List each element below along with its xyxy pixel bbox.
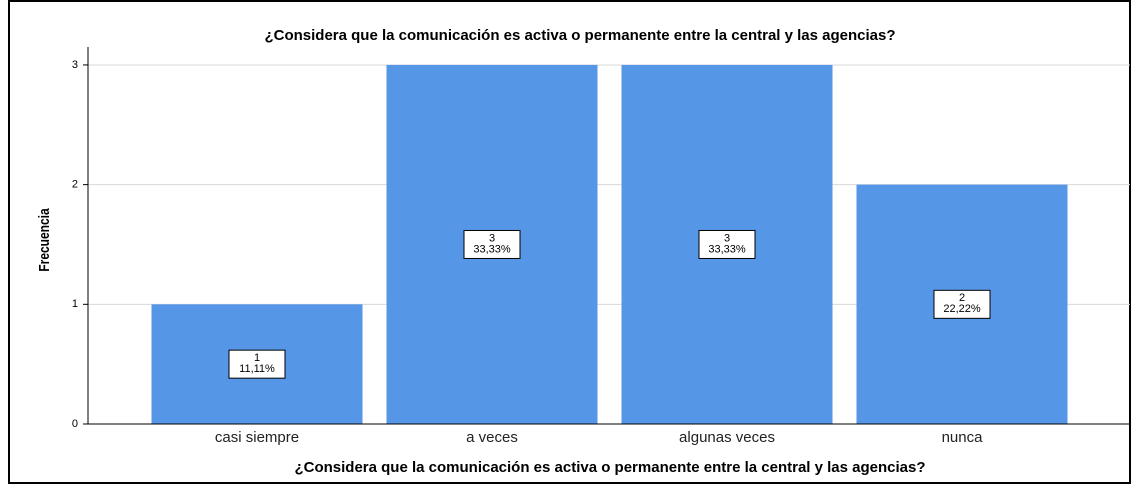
data-label-box [463,229,521,259]
y-axis-title: Frecuencia [36,208,53,272]
data-label: 3 [724,232,730,244]
y-tick-label: 1 [72,298,78,310]
percent-label: 11,11% [239,363,275,375]
x-axis-title: ¿Considera que la comunicación es activa… [294,459,925,476]
percent-label: 22,22% [943,303,981,315]
percent-label: 33,33% [708,243,746,255]
y-tick-label: 0 [72,418,78,430]
y-tick-label: 2 [72,179,78,191]
data-label: 1 [254,352,260,364]
data-label-box [933,289,991,319]
x-tick-label: nunca [942,429,984,446]
data-label-box [228,349,286,379]
x-tick-label: a veces [466,429,518,446]
x-tick-label: algunas veces [679,429,775,446]
chart-title: ¿Considera que la comunicación es activa… [264,27,895,44]
percent-label: 33,33% [473,243,511,255]
x-tick-label: casi siempre [215,429,299,446]
data-label: 3 [489,232,495,244]
data-label-box [698,229,756,259]
frame [8,0,1131,484]
y-tick-label: 3 [72,59,78,71]
data-label: 2 [959,292,965,304]
